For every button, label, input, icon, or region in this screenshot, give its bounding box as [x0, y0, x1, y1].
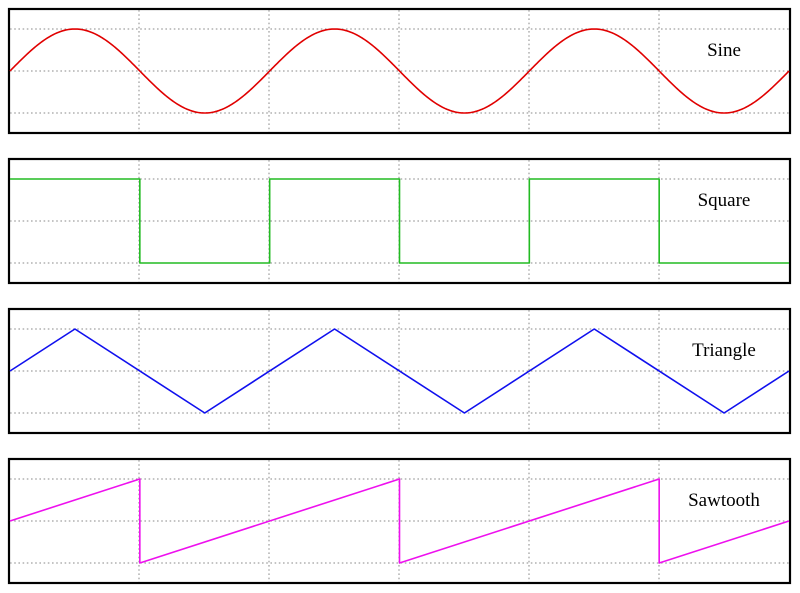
sine-wave [9, 28, 790, 114]
panel-sawtooth: Sawtooth [7, 457, 792, 585]
gridlines [10, 10, 789, 132]
triangle-wave [9, 328, 790, 414]
sine-label: Sine [707, 40, 741, 61]
square-label: Square [698, 190, 751, 211]
gridlines [10, 310, 789, 432]
panel-sine: Sine [7, 7, 792, 135]
square-wave [10, 178, 789, 264]
sawtooth-label: Sawtooth [688, 490, 760, 511]
panel-square: Square [7, 157, 792, 285]
triangle-label: Triangle [692, 340, 756, 361]
panel-triangle: Triangle [7, 307, 792, 435]
sawtooth-wave [9, 478, 790, 564]
